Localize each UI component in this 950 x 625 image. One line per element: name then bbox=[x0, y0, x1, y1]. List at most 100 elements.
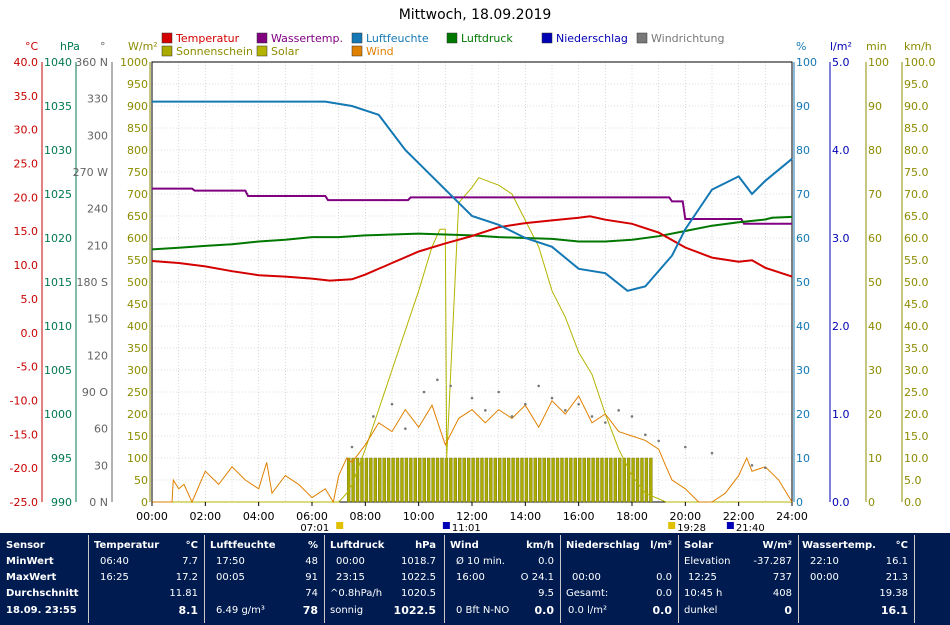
wind-direction-point bbox=[497, 390, 500, 394]
axis-tick-label: 1000 bbox=[120, 56, 148, 69]
legend-swatch bbox=[446, 32, 458, 44]
sunshine-bar bbox=[511, 457, 515, 503]
wind-direction-point bbox=[564, 409, 567, 412]
legend-swatch bbox=[541, 32, 553, 44]
stats-water-now: 16.1 bbox=[880, 604, 908, 617]
x-tick-label: 22:00 bbox=[723, 510, 755, 523]
axis-tick-label: 10.0 bbox=[904, 452, 929, 465]
axis-unit: °C bbox=[25, 40, 39, 53]
sunshine-bar bbox=[418, 457, 422, 503]
wind-direction-point bbox=[484, 409, 487, 412]
stats-rain-now: 0.0 bbox=[652, 604, 673, 617]
sunshine-bar bbox=[582, 457, 586, 503]
stats-hum-min-time: 17:50 bbox=[216, 556, 245, 567]
sunshine-bar bbox=[520, 457, 524, 503]
wind-direction-point bbox=[537, 384, 540, 388]
axis-tick-label: 30 bbox=[796, 364, 810, 377]
axis-tick-label: 30 bbox=[94, 459, 108, 472]
stats-hum-unit: % bbox=[307, 540, 318, 551]
wind-direction-point bbox=[590, 415, 594, 418]
wind-direction-point bbox=[524, 402, 527, 406]
sunshine-bar bbox=[409, 457, 413, 503]
stats-wind-r1-label: Ø 10 min. bbox=[456, 556, 505, 567]
stats-solar-duration: 10:45 h bbox=[684, 588, 723, 599]
axis-tick-label: 2.0 bbox=[832, 320, 850, 333]
wind-direction-point bbox=[510, 415, 514, 418]
axis-tick-label: 50 bbox=[134, 474, 148, 487]
axis-tick-label: 5.0 bbox=[904, 474, 922, 487]
axis-tick-label: 100 bbox=[796, 56, 817, 69]
axis-tick-label: 1040 bbox=[44, 56, 72, 69]
stats-solar-unit: W/m² bbox=[762, 540, 792, 551]
x-tick-label: 10:00 bbox=[403, 510, 435, 523]
event-marker-label: 11:01 bbox=[452, 523, 481, 533]
stats-water-avg: 19.38 bbox=[879, 588, 908, 599]
stats-rain-total-label: Gesamt: bbox=[566, 588, 609, 599]
axis-tick-label: 50 bbox=[868, 276, 882, 289]
sunshine-bar bbox=[422, 457, 426, 503]
axis-tick-label: 25.0 bbox=[14, 158, 39, 171]
series-line bbox=[152, 100, 793, 292]
axis-tick-label: 500 bbox=[127, 276, 148, 289]
sunshine-bar bbox=[493, 457, 497, 503]
axis-tick-label: 1025 bbox=[44, 188, 72, 201]
axis-tick-label: 700 bbox=[127, 188, 148, 201]
stats-press-unit: hPa bbox=[415, 540, 436, 551]
legend-label: Windrichtung bbox=[651, 32, 724, 45]
sunshine-bar bbox=[369, 457, 373, 503]
event-marker-label: 07:01 bbox=[300, 523, 329, 533]
x-tick-label: 00:00 bbox=[136, 510, 168, 523]
stats-hum-max: 91 bbox=[305, 572, 318, 583]
axis-tick-label: 150 bbox=[127, 430, 148, 443]
axis-unit: % bbox=[796, 40, 806, 53]
stats-rain-max-time: 00:00 bbox=[572, 572, 601, 583]
stats-wind-title: Wind bbox=[450, 540, 479, 551]
wind-direction-point bbox=[604, 421, 607, 424]
chart-title: Mittwoch, 18.09.2019 bbox=[399, 7, 552, 23]
stats-avg-label: Durchschnitt bbox=[6, 588, 79, 599]
axis-tick-label: 450 bbox=[127, 298, 148, 311]
stats-hum-title: Luftfeuchte bbox=[210, 540, 276, 551]
sunshine-bar bbox=[378, 457, 382, 503]
sunshine-bar bbox=[635, 457, 640, 503]
sunshine-bar bbox=[489, 457, 493, 503]
wind-direction-point bbox=[750, 464, 754, 467]
axis-tick-label: 70 bbox=[796, 188, 810, 201]
axis-tick-label: 995 bbox=[51, 452, 72, 465]
stats-wind-avg: 9.5 bbox=[538, 588, 554, 599]
axis-tick-label: 10 bbox=[868, 452, 882, 465]
sunshine-bar bbox=[484, 457, 489, 503]
axis-tick-label: 850 bbox=[127, 122, 148, 135]
axis-tick-label: 0 bbox=[868, 496, 875, 509]
x-tick-label: 16:00 bbox=[563, 510, 595, 523]
axis-tick-label: 45.0 bbox=[904, 298, 929, 311]
sunshine-bar bbox=[351, 457, 355, 503]
sunshine-bar bbox=[600, 457, 604, 503]
sunshine-bar bbox=[640, 457, 644, 503]
axis-tick-label: -25.0 bbox=[10, 496, 38, 509]
axis-tick-label: 1020 bbox=[44, 232, 72, 245]
axis-tick-label: 70 bbox=[868, 188, 882, 201]
axis-tick-label: 5.0 bbox=[21, 293, 39, 306]
axis-unit: hPa bbox=[60, 40, 80, 53]
stats-rain-rate: 0.0 l/m² bbox=[568, 605, 607, 616]
axis-tick-label: 20.0 bbox=[904, 408, 929, 421]
stats-rain-title: Niederschlag bbox=[566, 540, 640, 551]
axis-tick-label: 35.0 bbox=[904, 342, 929, 355]
sunshine-bar bbox=[413, 457, 417, 503]
sunshine-bar bbox=[560, 457, 564, 503]
axis-tick-label: 3.0 bbox=[832, 232, 850, 245]
x-tick-label: 18:00 bbox=[616, 510, 648, 523]
legend-swatch bbox=[256, 32, 268, 44]
sunshine-bar bbox=[546, 457, 551, 503]
event-marker-icon bbox=[668, 522, 676, 529]
stats-solar-avg: 408 bbox=[772, 588, 792, 599]
axis-tick-label: 200 bbox=[127, 408, 148, 421]
stats-press-max-time: 23:15 bbox=[336, 572, 365, 583]
series-line bbox=[151, 215, 793, 251]
stats-press-trend: ^0.8hPa/h bbox=[330, 588, 383, 599]
axis-tick-label: 95.0 bbox=[904, 78, 929, 91]
sunshine-bar bbox=[391, 457, 395, 503]
sunshine-bar bbox=[542, 457, 546, 503]
sunshine-bar bbox=[578, 457, 582, 503]
